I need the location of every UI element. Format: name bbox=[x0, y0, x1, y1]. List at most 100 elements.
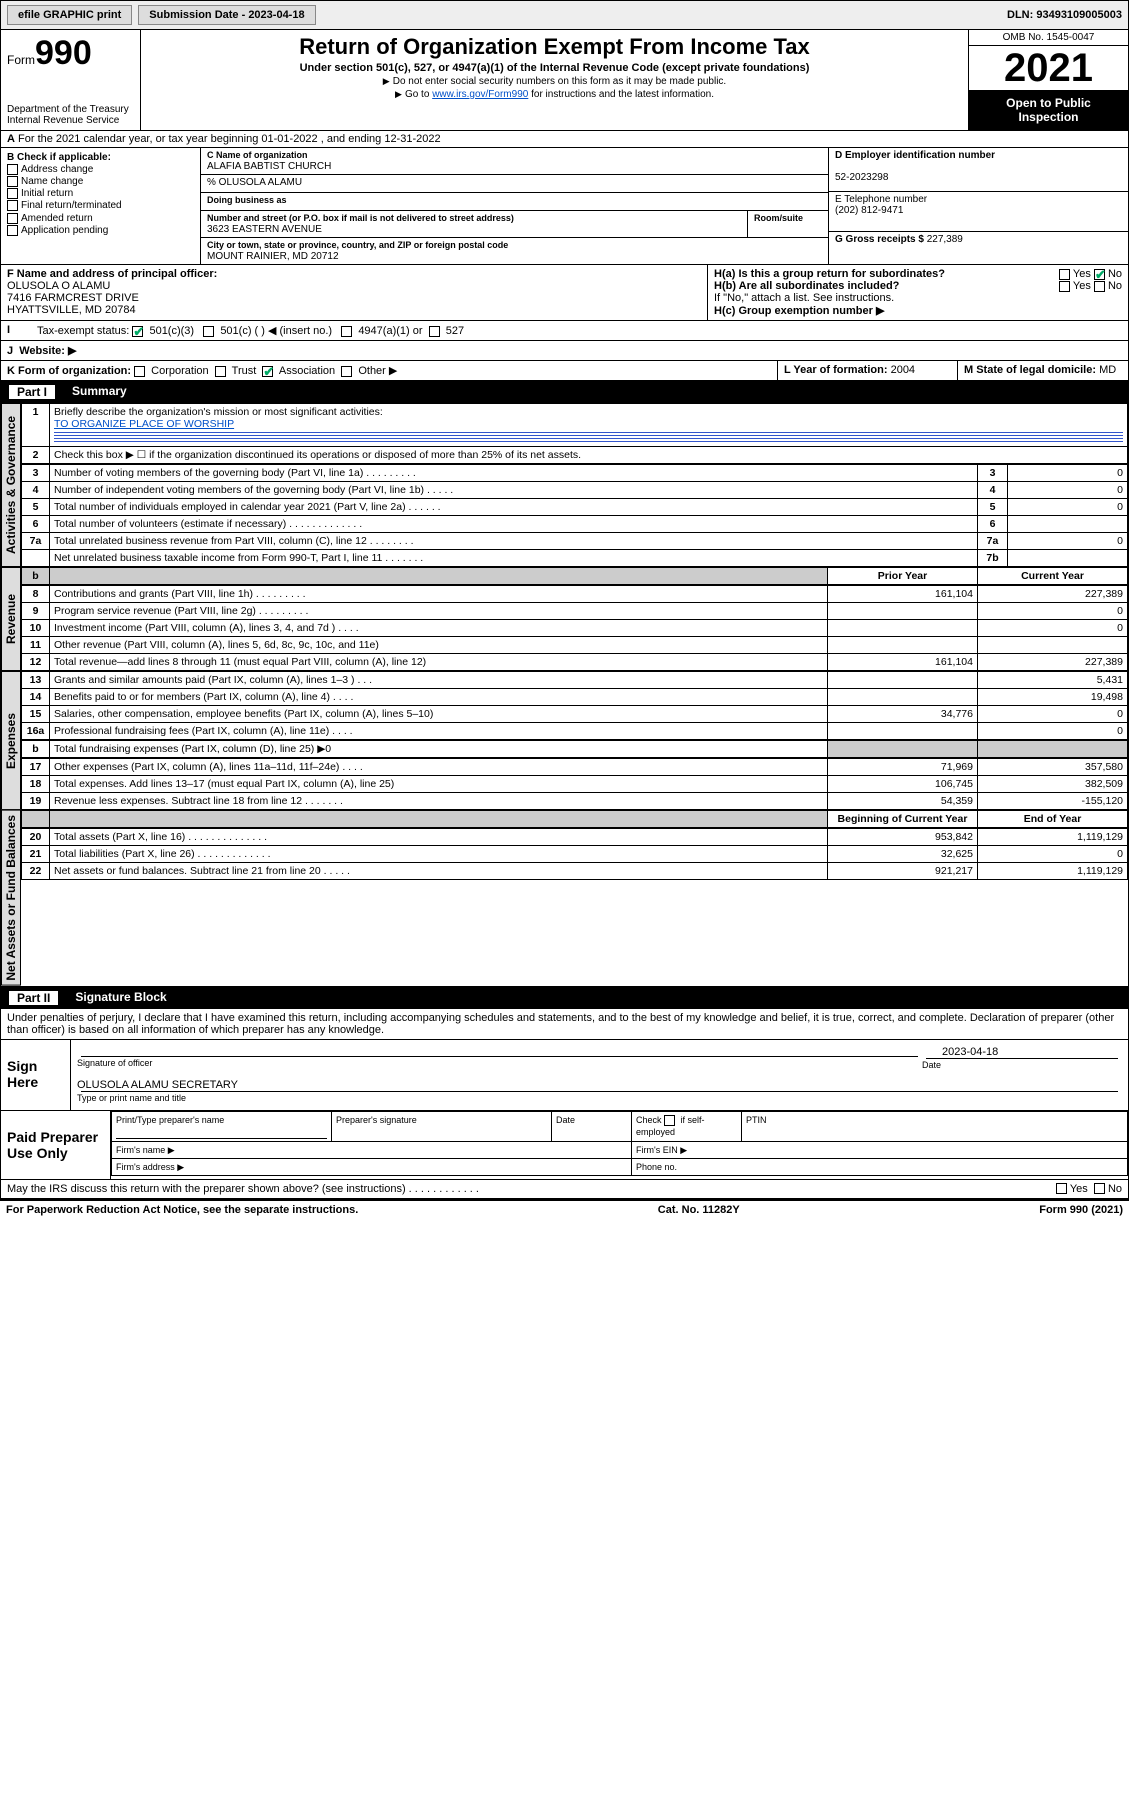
prep-date-label: Date bbox=[556, 1115, 575, 1125]
current-value: 0 bbox=[978, 620, 1128, 637]
firm-addr-label: Firm's address ▶ bbox=[116, 1162, 184, 1172]
vert-governance: Activities & Governance bbox=[1, 403, 21, 567]
dept-treasury: Department of the Treasury bbox=[7, 104, 134, 115]
current-value: 0 bbox=[978, 846, 1128, 863]
prior-value: 161,104 bbox=[828, 654, 978, 671]
line-value: 0 bbox=[1008, 533, 1128, 550]
part-1-header: Part I Summary bbox=[0, 381, 1129, 403]
cb-app-pending[interactable]: Application pending bbox=[7, 225, 194, 236]
irs-link[interactable]: www.irs.gov/Form990 bbox=[432, 89, 528, 100]
ha-yes[interactable] bbox=[1059, 269, 1070, 280]
cb-501c3[interactable] bbox=[132, 326, 143, 337]
line-box: 5 bbox=[978, 499, 1008, 516]
line-num: 22 bbox=[22, 863, 50, 880]
line-box: 7b bbox=[978, 550, 1008, 567]
prior-value bbox=[828, 672, 978, 689]
line-value: 0 bbox=[1008, 465, 1128, 482]
line-desc: Investment income (Part VIII, column (A)… bbox=[50, 620, 828, 637]
ein-cell: D Employer identification number 52-2023… bbox=[829, 148, 1128, 192]
cb-trust[interactable] bbox=[215, 366, 226, 377]
hdr-end-year: End of Year bbox=[978, 811, 1128, 828]
mission-link[interactable]: TO ORGANIZE PLACE OF WORSHIP bbox=[54, 418, 234, 430]
cb-name-change[interactable]: Name change bbox=[7, 176, 194, 187]
section-f-officer: F Name and address of principal officer:… bbox=[1, 265, 708, 320]
line-desc: Total number of volunteers (estimate if … bbox=[50, 516, 978, 533]
prior-value: 54,359 bbox=[828, 793, 978, 810]
submission-date-button[interactable]: Submission Date - 2023-04-18 bbox=[138, 5, 315, 25]
city-cell: City or town, state or province, country… bbox=[201, 238, 828, 264]
part-2-header: Part II Signature Block bbox=[0, 987, 1129, 1009]
cb-other[interactable] bbox=[341, 366, 352, 377]
cb-corp[interactable] bbox=[134, 366, 145, 377]
ha-no[interactable] bbox=[1094, 269, 1105, 280]
line-num: 8 bbox=[22, 586, 50, 603]
paid-preparer-label: Paid Preparer Use Only bbox=[1, 1111, 111, 1179]
line-num: 10 bbox=[22, 620, 50, 637]
discuss-row: May the IRS discuss this return with the… bbox=[0, 1180, 1129, 1199]
current-value: 0 bbox=[978, 723, 1128, 740]
dba-cell: Doing business as bbox=[201, 193, 828, 211]
current-value: 1,119,129 bbox=[978, 829, 1128, 846]
line-num: 12 bbox=[22, 654, 50, 671]
discuss-no[interactable] bbox=[1094, 1183, 1105, 1194]
street-cell: Number and street (or P.O. box if mail i… bbox=[201, 211, 748, 237]
cb-final-return[interactable]: Final return/terminated bbox=[7, 200, 194, 211]
hdr-beginning-year: Beginning of Current Year bbox=[828, 811, 978, 828]
line-desc: Benefits paid to or for members (Part IX… bbox=[50, 689, 828, 706]
cb-initial-return[interactable]: Initial return bbox=[7, 188, 194, 199]
cb-4947[interactable] bbox=[341, 326, 352, 337]
sig-name-label: Type or print name and title bbox=[77, 1093, 186, 1103]
line-value: 0 bbox=[1008, 482, 1128, 499]
line-desc: Contributions and grants (Part VIII, lin… bbox=[50, 586, 828, 603]
hb-no[interactable] bbox=[1094, 281, 1105, 292]
tax-exempt-status: Tax-exempt status: 501(c)(3) 501(c) ( ) … bbox=[31, 321, 1128, 340]
efile-print-button[interactable]: efile GRAPHIC print bbox=[7, 5, 132, 25]
line-desc: Total liabilities (Part X, line 26) . . … bbox=[50, 846, 828, 863]
cb-501c[interactable] bbox=[203, 326, 214, 337]
sign-here-label: Sign Here bbox=[1, 1040, 71, 1110]
line-desc: Total assets (Part X, line 16) . . . . .… bbox=[50, 829, 828, 846]
sig-officer-label: Signature of officer bbox=[77, 1058, 152, 1068]
line-desc: Salaries, other compensation, employee b… bbox=[50, 706, 828, 723]
top-toolbar: efile GRAPHIC print Submission Date - 20… bbox=[0, 0, 1129, 29]
line-num: 5 bbox=[22, 499, 50, 516]
form-header: Form990 Department of the Treasury Inter… bbox=[0, 29, 1129, 131]
q2-checkbox-note: Check this box ▶ ☐ if the organization d… bbox=[50, 447, 1128, 464]
open-inspection-badge: Open to PublicInspection bbox=[969, 90, 1128, 130]
cb-self-employed[interactable] bbox=[664, 1115, 675, 1126]
line-value bbox=[1008, 550, 1128, 567]
hb-yes[interactable] bbox=[1059, 281, 1070, 292]
prior-value bbox=[828, 637, 978, 654]
vert-revenue: Revenue bbox=[1, 567, 21, 671]
dln-label: DLN: 93493109005003 bbox=[1007, 9, 1122, 21]
current-value: 227,389 bbox=[978, 654, 1128, 671]
tax-year: 2021 bbox=[969, 46, 1128, 90]
prior-value: 106,745 bbox=[828, 776, 978, 793]
omb-number: OMB No. 1545-0047 bbox=[969, 30, 1128, 46]
hdr-current-year: Current Year bbox=[978, 568, 1128, 585]
line-desc: Number of voting members of the governin… bbox=[50, 465, 978, 482]
care-of-cell: % OLUSOLA ALAMU bbox=[201, 175, 828, 193]
cb-527[interactable] bbox=[429, 326, 440, 337]
ptin-label: PTIN bbox=[746, 1115, 767, 1125]
form-title: Return of Organization Exempt From Incom… bbox=[149, 34, 960, 60]
phone-label: Phone no. bbox=[636, 1162, 677, 1172]
cb-amended-return[interactable]: Amended return bbox=[7, 213, 194, 224]
line-desc: Other expenses (Part IX, column (A), lin… bbox=[50, 759, 828, 776]
row-i-label: I bbox=[1, 321, 31, 340]
line-num: 17 bbox=[22, 759, 50, 776]
line-num: 13 bbox=[22, 672, 50, 689]
current-value: 19,498 bbox=[978, 689, 1128, 706]
line-desc: Total revenue—add lines 8 through 11 (mu… bbox=[50, 654, 828, 671]
line-num: 15 bbox=[22, 706, 50, 723]
discuss-yes[interactable] bbox=[1056, 1183, 1067, 1194]
row-j-website: J Website: ▶ bbox=[0, 341, 1129, 361]
line-num: 6 bbox=[22, 516, 50, 533]
instructions-note: Go to www.irs.gov/Form990 for instructio… bbox=[149, 89, 960, 100]
line-desc: Professional fundraising fees (Part IX, … bbox=[50, 723, 828, 740]
section-h: H(a) Is this a group return for subordin… bbox=[708, 265, 1128, 320]
firm-name-label: Firm's name ▶ bbox=[116, 1145, 175, 1155]
prep-name-input[interactable] bbox=[116, 1127, 327, 1139]
cb-address-change[interactable]: Address change bbox=[7, 164, 194, 175]
cb-assoc[interactable] bbox=[262, 366, 273, 377]
